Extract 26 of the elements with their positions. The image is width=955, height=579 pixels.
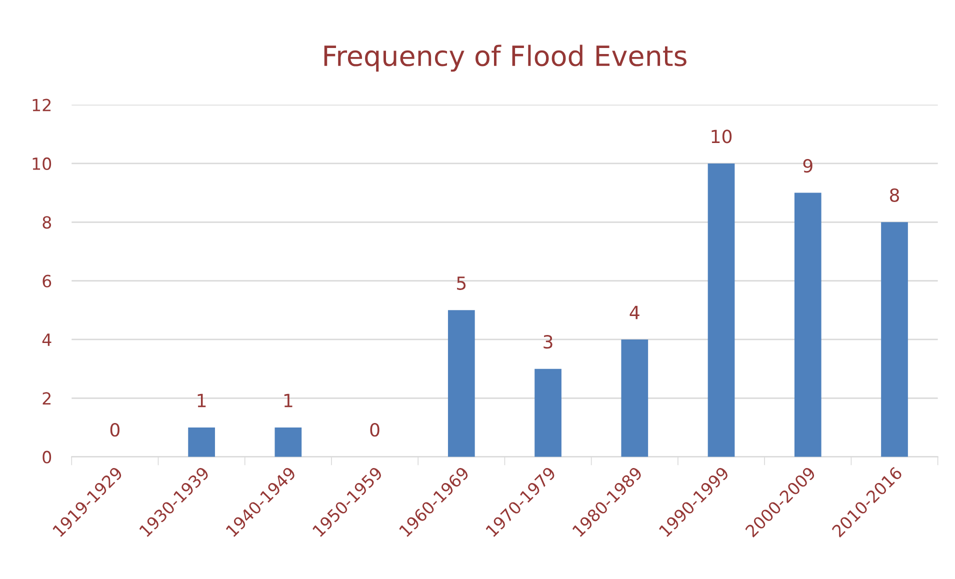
y-tick-label: 0 [42,450,52,464]
data-label: 8 [890,188,900,202]
bar [274,427,302,457]
data-label: 4 [630,306,640,320]
bar [448,310,475,457]
y-tick-label: 12 [32,98,51,112]
data-label: 5 [457,276,466,290]
bar [188,427,215,457]
y-tick-label: 6 [42,274,52,288]
y-tick-label: 4 [42,334,52,346]
data-label: 3 [544,335,552,349]
chart-title: Frequency of Flood Events [324,44,686,72]
bar [794,192,822,457]
bar [881,222,908,457]
data-label: 1 [198,394,206,408]
data-label: 0 [370,423,380,437]
data-label: 10 [712,130,732,144]
data-label: 0 [110,423,120,437]
data-label: 9 [803,158,812,173]
y-tick-label: 10 [32,157,52,170]
bar [708,163,735,457]
y-tick-label: 2 [42,392,51,404]
bar [621,339,648,457]
y-tick-label: 8 [42,216,52,229]
data-label: 1 [284,394,292,408]
bar [534,368,562,457]
